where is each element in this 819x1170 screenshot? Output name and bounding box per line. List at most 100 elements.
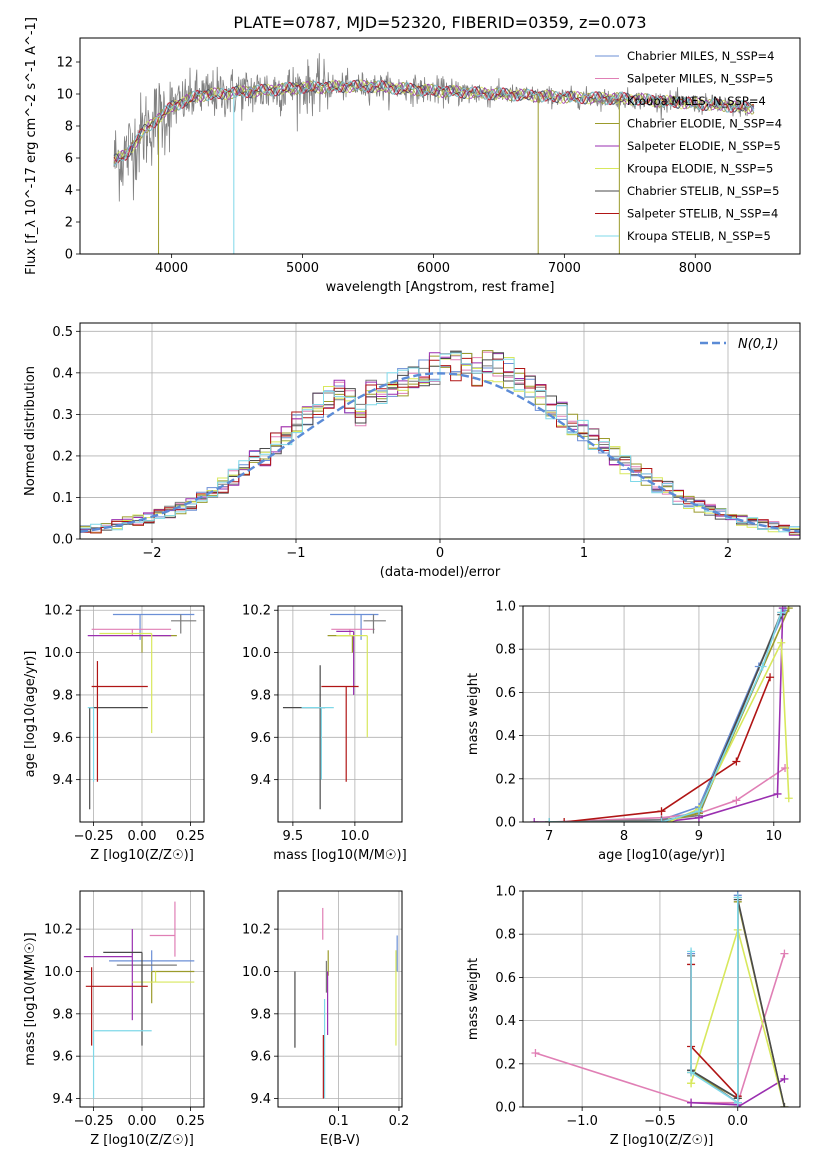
axes-frame bbox=[277, 605, 403, 823]
plus-marker bbox=[778, 606, 787, 613]
plus-marker bbox=[733, 1098, 742, 1107]
axes-mass_weight_vs_Z: −1.0 −0.5 0.0 0.0 0.2 0.4 0.6 0.8 1.0 Z [log10(Z/… bbox=[466, 885, 801, 1148]
axes-mass_vs_Z: −0.25 0.00 0.25 9.4 9.6 9.8 10.0 10.2 Z [log10(Z… bbox=[23, 890, 205, 1148]
plus-marker bbox=[687, 1098, 696, 1107]
plus-marker bbox=[732, 796, 741, 805]
figure-title: PLATE=0787, MJD=52320, FIBERID=0359, z=0… bbox=[233, 13, 646, 32]
plot-area bbox=[278, 606, 402, 822]
y-tick-label: 0.4 bbox=[52, 366, 73, 381]
y-tick-label: 10.0 bbox=[44, 965, 73, 980]
x-tick-label: 10.0 bbox=[340, 829, 369, 844]
x-tick-label: 8 bbox=[620, 829, 628, 844]
x-tick-label: 0 bbox=[436, 546, 444, 561]
plus-marker bbox=[530, 818, 539, 822]
x-tick-label: 0.00 bbox=[128, 829, 157, 844]
x-tick-label: 9.5 bbox=[283, 829, 304, 844]
x-tick-label: 7 bbox=[545, 829, 553, 844]
model-fit-line bbox=[113, 79, 755, 161]
x-tick-label: −0.25 bbox=[74, 829, 114, 844]
x-tick-label: 1 bbox=[580, 546, 588, 561]
plus-marker bbox=[766, 673, 775, 682]
y-tick-label: 9.8 bbox=[52, 688, 73, 703]
x-tick-label: 0.25 bbox=[176, 1114, 205, 1129]
plot-area bbox=[278, 891, 402, 1107]
plus-marker bbox=[694, 807, 703, 816]
axes-frame bbox=[79, 322, 801, 540]
y-axis-label: mass weight bbox=[466, 673, 481, 755]
y-tick-label: 10.2 bbox=[44, 923, 73, 938]
plus-marker bbox=[777, 638, 786, 647]
y-tick-label: 0.0 bbox=[495, 816, 516, 831]
x-tick-label: −1.0 bbox=[566, 1114, 598, 1129]
x-tick-label: 0.25 bbox=[176, 829, 205, 844]
x-tick-label: 0.0 bbox=[727, 1114, 748, 1129]
y-tick-label: 10 bbox=[56, 88, 73, 103]
y-tick-label: 0.8 bbox=[495, 643, 516, 658]
plot-area bbox=[80, 891, 204, 1107]
x-tick-label: 0.00 bbox=[128, 1114, 157, 1129]
x-axis-label: Z [log10(Z/Z☉)] bbox=[90, 848, 194, 863]
mass-weight-line bbox=[549, 612, 783, 822]
y-tick-label: 9.6 bbox=[250, 1050, 271, 1065]
y-tick-label: 9.4 bbox=[52, 773, 73, 788]
axes-frame bbox=[277, 890, 403, 1108]
plus-marker bbox=[777, 608, 786, 617]
axes-mass_vs_EBV: 0.1 0.2 9.4 9.6 9.8 10.0 10.2 E(B-V) bbox=[242, 890, 410, 1148]
y-tick-label: 0 bbox=[65, 248, 73, 263]
y-tick-label: 0.4 bbox=[495, 729, 516, 744]
y-tick-label: 0.5 bbox=[52, 325, 73, 340]
y-tick-label: 0.3 bbox=[52, 408, 73, 423]
plus-marker bbox=[687, 1079, 696, 1088]
x-tick-label: 6000 bbox=[417, 261, 450, 276]
x-axis-label: Z [log10(Z/Z☉)] bbox=[90, 1133, 194, 1148]
y-axis-label: mass [log10(M/M☉)] bbox=[23, 932, 38, 1065]
x-tick-label: 9 bbox=[695, 829, 703, 844]
legend-entry: Chabrier MILES, N_SSP=4 bbox=[627, 49, 775, 63]
legend-entry: Salpeter ELODIE, N_SSP=5 bbox=[627, 139, 781, 153]
axes-frame bbox=[522, 890, 801, 1108]
plus-marker bbox=[773, 789, 782, 798]
x-tick-label: 10 bbox=[766, 829, 783, 844]
legend-entry: N(0,1) bbox=[738, 337, 779, 352]
x-tick-label: −2 bbox=[142, 546, 161, 561]
y-tick-label: 0.1 bbox=[52, 491, 73, 506]
mass-weight-line bbox=[549, 767, 786, 822]
legend-entry: Kroupa ELODIE, N_SSP=5 bbox=[627, 162, 773, 176]
y-tick-label: 9.4 bbox=[52, 1092, 73, 1107]
plus-marker bbox=[657, 807, 666, 816]
y-axis-label: Flux [f_λ 10^-17 erg cm^-2 s^-1 A^-1] bbox=[24, 17, 39, 275]
x-tick-label: −0.5 bbox=[644, 1114, 676, 1129]
y-axis-label: age [log10(age/yr)] bbox=[23, 651, 38, 778]
x-tick-label: 2 bbox=[724, 546, 732, 561]
y-tick-label: 9.8 bbox=[250, 1007, 271, 1022]
axes-age_vs_mass: 9.5 10.0 9.4 9.6 9.8 10.0 10.2 mass [log10(M/M☉… bbox=[242, 604, 407, 863]
x-tick-label: 4000 bbox=[155, 261, 188, 276]
y-tick-label: 0.6 bbox=[495, 971, 516, 986]
plus-marker bbox=[780, 1103, 789, 1107]
histogram-step bbox=[80, 352, 800, 533]
legend-entry: Chabrier STELIB, N_SSP=5 bbox=[627, 184, 779, 198]
x-tick-label: 5000 bbox=[286, 261, 319, 276]
y-tick-label: 9.6 bbox=[52, 731, 73, 746]
mass-weight-line bbox=[549, 612, 783, 822]
plot-area bbox=[80, 606, 204, 822]
y-tick-label: 10.0 bbox=[242, 965, 271, 980]
y-tick-label: 9.4 bbox=[250, 773, 271, 788]
y-tick-label: 9.4 bbox=[250, 1092, 271, 1107]
model-fit-line bbox=[113, 80, 754, 163]
x-tick-label: 0.1 bbox=[328, 1114, 349, 1129]
x-axis-label: Z [log10(Z/Z☉)] bbox=[610, 1133, 714, 1148]
y-tick-label: 10.2 bbox=[242, 604, 271, 619]
axes-mass_weight_vs_age: 7 8 9 10 0.0 0.2 0.4 0.6 0.8 1.0 age [log10(age/yr… bbox=[466, 600, 801, 863]
plus-marker bbox=[733, 893, 742, 902]
x-tick-label: 0.2 bbox=[389, 1114, 410, 1129]
legend-entry: Salpeter STELIB, N_SSP=4 bbox=[627, 207, 778, 221]
x-axis-label: mass [log10(M/M☉)] bbox=[273, 848, 406, 863]
axes-age_vs_Z: −0.25 0.00 0.25 9.4 9.6 9.8 10.0 10.2 Z [log10(Z… bbox=[23, 604, 205, 863]
axes-spectrum: 4000 5000 6000 7000 8000 0 2 4 6 8 10 12 wavelength … bbox=[24, 17, 801, 295]
plot-area bbox=[113, 53, 755, 254]
plus-marker bbox=[784, 794, 793, 803]
normal-curve bbox=[80, 372, 800, 533]
mass-weight-line bbox=[690, 897, 739, 1105]
y-tick-label: 4 bbox=[65, 184, 73, 199]
